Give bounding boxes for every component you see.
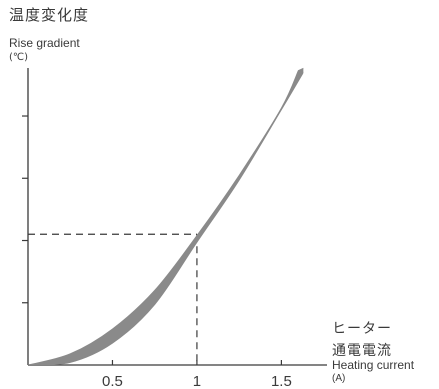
y-axis-title-en: Rise gradient bbox=[9, 36, 80, 50]
x-tick-label-2: 1 bbox=[193, 373, 201, 389]
y-axis-title-jp: 温度変化度 bbox=[9, 6, 90, 24]
x-axis-title-jp-line2: 通電電流 bbox=[332, 343, 392, 359]
x-tick-label-3: 1.5 bbox=[271, 373, 292, 389]
x-axis-unit: (A) bbox=[332, 373, 346, 384]
x-axis-title-en: Heating current bbox=[332, 358, 415, 372]
x-tick-label-1: 0.5 bbox=[102, 373, 123, 389]
x-axis-title-jp-line1: ヒーター bbox=[332, 321, 392, 337]
y-axis-unit: (℃) bbox=[9, 52, 29, 63]
rise-gradient-band bbox=[28, 67, 304, 365]
